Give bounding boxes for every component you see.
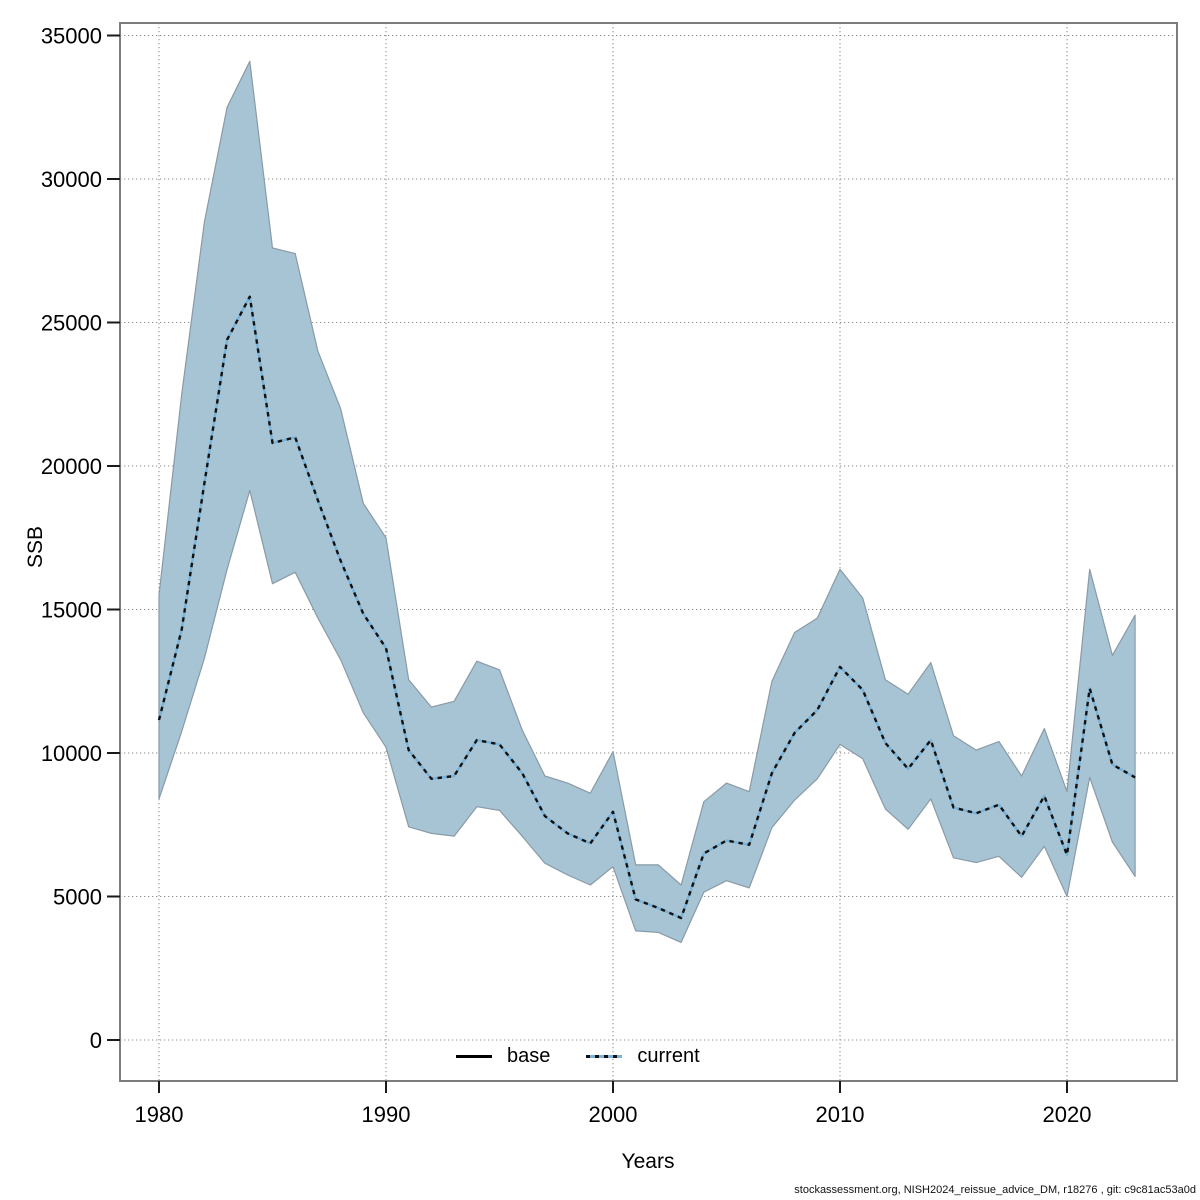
y-tick-label: 10000: [41, 741, 102, 766]
current-line: [157, 295, 1136, 920]
x-tick-label: 1980: [135, 1102, 184, 1127]
x-tick-label: 2010: [816, 1102, 865, 1127]
y-tick-label: 5000: [53, 885, 102, 910]
source-caption: stockassessment.org, NISH2024_reissue_ad…: [794, 1184, 1196, 1196]
legend-label-base: base: [507, 1044, 551, 1067]
y-tick-label: 0: [90, 1028, 102, 1053]
legend-item-base: base: [456, 1045, 550, 1068]
plot-frame: [119, 22, 1178, 1082]
legend-label-current: current: [637, 1044, 700, 1067]
x-tick-label: 2020: [1043, 1102, 1092, 1127]
y-tick-label: 25000: [41, 311, 102, 336]
y-tick-label: 20000: [41, 454, 102, 479]
y-tick-label: 35000: [41, 24, 102, 49]
legend-item-current: current: [586, 1044, 700, 1068]
base-line-sample-icon: [456, 1054, 492, 1058]
y-tick-label: 30000: [41, 167, 102, 192]
x-tick-label: 2000: [589, 1102, 638, 1127]
x-axis-label: Years: [621, 1150, 675, 1173]
legend: base current: [456, 1045, 700, 1067]
confidence-band: [158, 60, 1136, 944]
current-line-sample-icon: [586, 1054, 623, 1058]
y-axis-label: SSB: [24, 525, 47, 569]
y-tick-label: 15000: [41, 598, 102, 623]
x-tick-label: 1990: [362, 1102, 411, 1127]
